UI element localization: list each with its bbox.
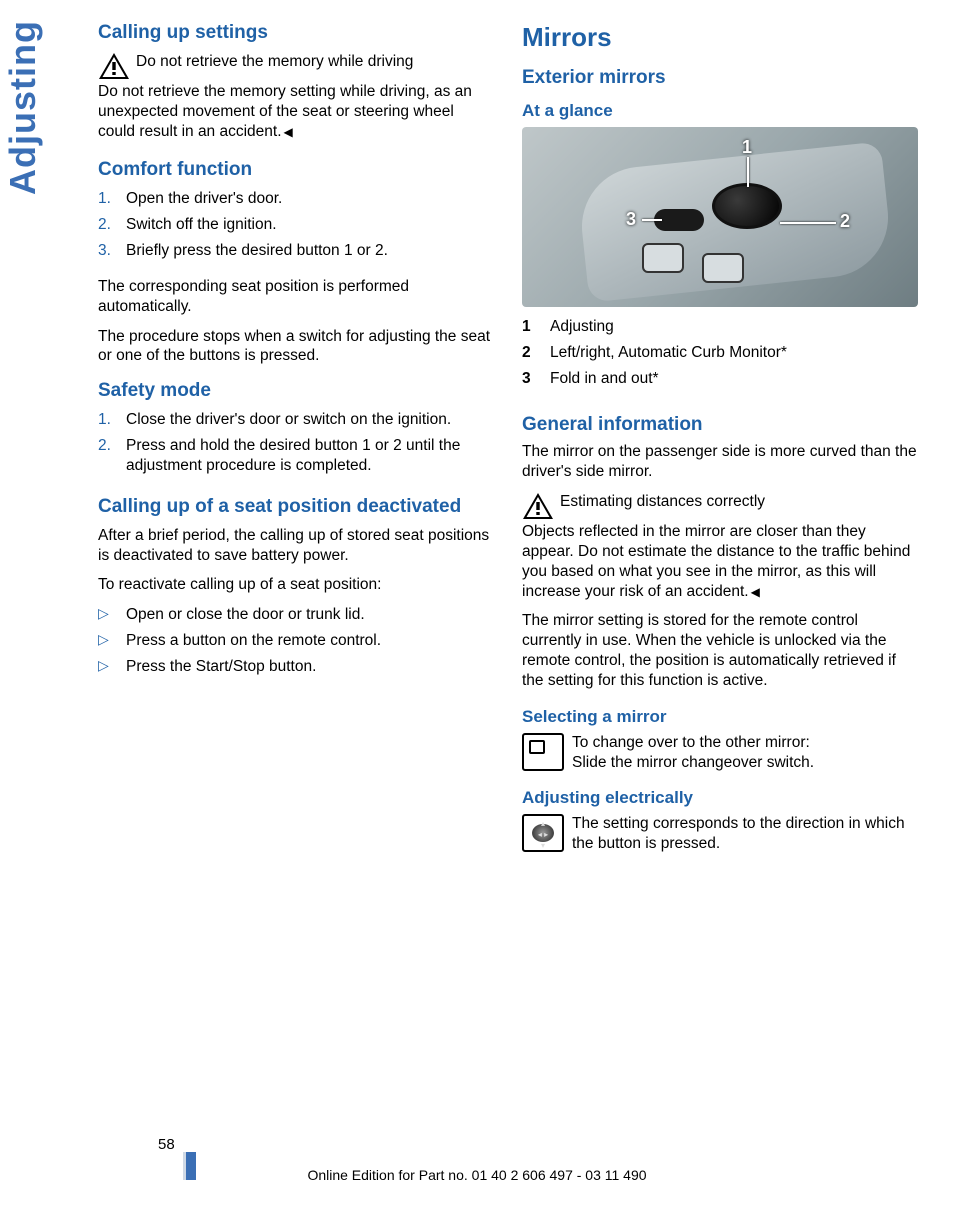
diagram-label-3: 3	[626, 209, 636, 230]
icon-text: The setting corresponds to the direction…	[572, 814, 918, 854]
step-text: Press and hold the desired button 1 or 2…	[126, 436, 494, 476]
warning-memory-driving: Do not retrieve the memory while driving	[98, 52, 494, 80]
legend-num: 3	[522, 369, 550, 389]
diagram-knob	[712, 183, 782, 229]
list-item: Press the Start/Stop button.	[98, 657, 494, 677]
footer-line: Online Edition for Part no. 01 40 2 606 …	[0, 1167, 954, 1183]
diagram-label-2: 2	[840, 211, 850, 232]
warning-first-line: Do not retrieve the memory while driving	[136, 52, 413, 72]
heading-deactivated: Calling up of a seat position deactivate…	[98, 496, 494, 518]
heading-adjusting-electrically: Adjusting electrically	[522, 788, 918, 808]
diagram-leader-line	[747, 157, 749, 187]
step-number: 1.	[98, 410, 126, 430]
step-text: Close the driver's door or switch on the…	[126, 410, 451, 430]
mirror-adjust-icon	[522, 814, 564, 852]
text-line: To change over to the other mirror:	[572, 733, 814, 753]
warning-body: Do not retrieve the memory setting while…	[98, 82, 494, 141]
bullet-text: Press a button on the remote control.	[126, 631, 381, 651]
reactivate-bullets: Open or close the door or trunk lid. Pre…	[98, 605, 494, 682]
legend-item: 1Adjusting	[522, 317, 918, 337]
left-column: Calling up settings Do not retrieve the …	[98, 18, 494, 864]
heading-at-a-glance: At a glance	[522, 101, 918, 121]
warning-icon	[98, 52, 130, 80]
diagram-label-1: 1	[742, 137, 752, 158]
page-number: 58	[158, 1136, 175, 1153]
diagram-window-switch	[642, 243, 684, 273]
step-text: Switch off the ignition.	[126, 215, 277, 235]
heading-safety-mode: Safety mode	[98, 380, 494, 402]
legend-num: 2	[522, 343, 550, 363]
warning-first-line: Estimating distances correctly	[560, 492, 765, 512]
diagram-window-switch	[702, 253, 744, 283]
warning-body: Objects reflected in the mirror are clos…	[522, 522, 918, 601]
legend-text: Fold in and out*	[550, 369, 659, 389]
diagram-leader-line	[642, 219, 662, 221]
legend-item: 2Left/right, Automatic Curb Monitor*	[522, 343, 918, 363]
legend-num: 1	[522, 317, 550, 337]
list-item: 2.Press and hold the desired button 1 or…	[98, 436, 494, 476]
safety-steps: 1.Close the driver's door or switch on t…	[98, 410, 494, 481]
icon-text: To change over to the other mirror: Slid…	[572, 733, 814, 773]
paragraph: After a brief period, the calling up of …	[98, 526, 494, 566]
step-text: Briefly press the desired button 1 or 2.	[126, 241, 388, 261]
list-item: 2.Switch off the ignition.	[98, 215, 494, 235]
step-text: Open the driver's door.	[126, 189, 282, 209]
adjusting-electrically-block: The setting corresponds to the direction…	[522, 814, 918, 854]
list-item: Open or close the door or trunk lid.	[98, 605, 494, 625]
list-item: 1.Open the driver's door.	[98, 189, 494, 209]
mirror-controls-diagram: 1 2 3	[522, 127, 918, 307]
list-item: 1.Close the driver's door or switch on t…	[98, 410, 494, 430]
step-number: 1.	[98, 189, 126, 209]
heading-calling-up-settings: Calling up settings	[98, 22, 494, 44]
page-content: Calling up settings Do not retrieve the …	[98, 18, 918, 864]
legend-text: Adjusting	[550, 317, 614, 337]
text-line: Slide the mirror changeover switch.	[572, 753, 814, 773]
paragraph: The mirror on the passenger side is more…	[522, 442, 918, 482]
step-number: 2.	[98, 436, 126, 476]
paragraph: The corresponding seat position is perfo…	[98, 277, 494, 317]
warning-icon	[522, 492, 554, 520]
diagram-leader-line	[780, 222, 836, 224]
paragraph: The procedure stops when a switch for ad…	[98, 327, 494, 367]
bullet-text: Open or close the door or trunk lid.	[126, 605, 365, 625]
warning-estimating-distances: Estimating distances correctly	[522, 492, 918, 520]
heading-exterior-mirrors: Exterior mirrors	[522, 67, 918, 89]
diagram-legend: 1Adjusting 2Left/right, Automatic Curb M…	[522, 317, 918, 394]
bullet-text: Press the Start/Stop button.	[126, 657, 316, 677]
section-tab: Adjusting	[0, 14, 46, 201]
step-number: 2.	[98, 215, 126, 235]
heading-comfort-function: Comfort function	[98, 159, 494, 181]
heading-mirrors: Mirrors	[522, 22, 918, 53]
list-item: Press a button on the remote control.	[98, 631, 494, 651]
legend-text: Left/right, Automatic Curb Monitor*	[550, 343, 787, 363]
paragraph: To reactivate calling up of a seat posit…	[98, 575, 494, 595]
comfort-steps: 1.Open the driver's door. 2.Switch off t…	[98, 189, 494, 266]
right-column: Mirrors Exterior mirrors At a glance 1 2…	[522, 18, 918, 864]
legend-item: 3Fold in and out*	[522, 369, 918, 389]
heading-general-information: General information	[522, 414, 918, 436]
heading-selecting-mirror: Selecting a mirror	[522, 707, 918, 727]
list-item: 3.Briefly press the desired button 1 or …	[98, 241, 494, 261]
mirror-switch-icon	[522, 733, 564, 771]
selecting-mirror-block: To change over to the other mirror: Slid…	[522, 733, 918, 773]
step-number: 3.	[98, 241, 126, 261]
paragraph: The mirror setting is stored for the rem…	[522, 611, 918, 690]
